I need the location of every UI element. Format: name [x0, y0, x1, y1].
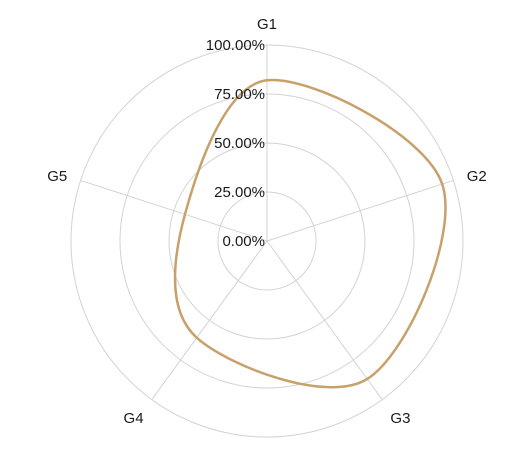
category-label-g5: G5: [47, 168, 67, 185]
tick-label-layer: 0.00% 25.00% 50.00% 75.00% 100.00%: [206, 37, 265, 250]
grid-spoke: [266, 179, 454, 242]
grid-spoke: [151, 240, 268, 400]
grid-spoke: [80, 179, 268, 242]
radial-tick-label: 75.00%: [214, 86, 265, 103]
radial-tick-label: 0.00%: [222, 233, 265, 250]
grid-layer: [70, 44, 464, 438]
series-line: [173, 78, 447, 389]
radial-tick-label: 50.00%: [214, 135, 265, 152]
category-label-layer: G1 G2 G3 G4 G5: [47, 16, 486, 427]
series-layer: [173, 78, 447, 389]
grid-spoke: [266, 240, 383, 400]
radial-tick-label: 100.00%: [206, 37, 265, 54]
category-label-g4: G4: [124, 410, 144, 427]
category-label-g1: G1: [257, 16, 277, 33]
category-label-g2: G2: [467, 168, 487, 185]
radial-tick-label: 25.00%: [214, 184, 265, 201]
category-label-g3: G3: [390, 410, 410, 427]
